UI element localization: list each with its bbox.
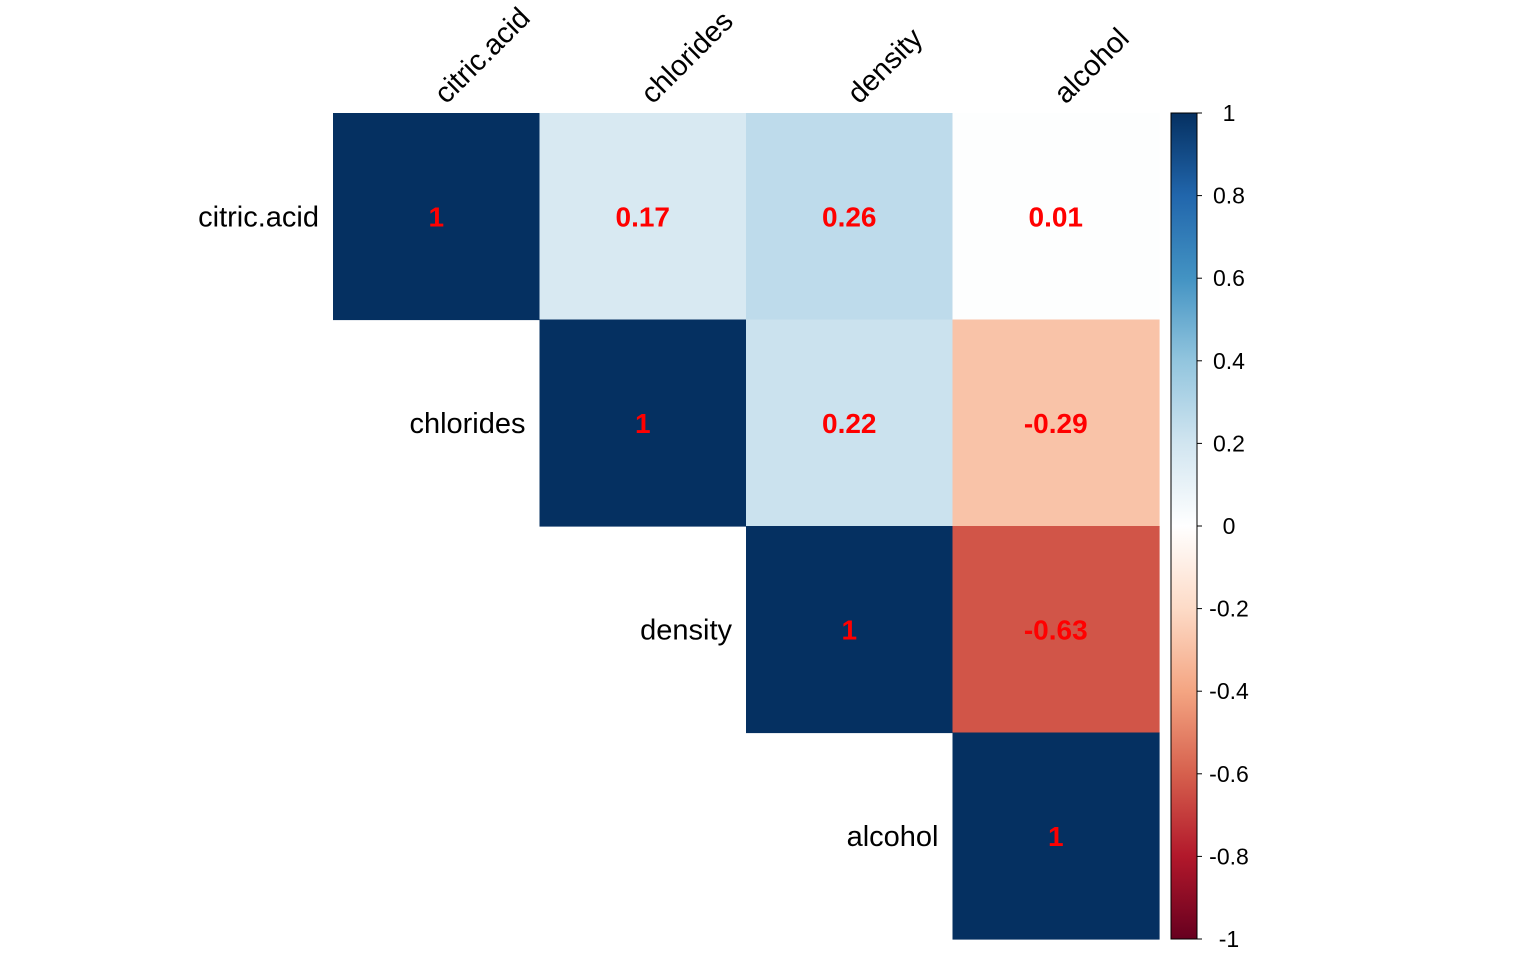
cell-value-density-alcohol: -0.63	[1024, 614, 1088, 645]
color-legend-tick-label: 0.4	[1213, 348, 1245, 374]
cell-value-citric.acid-citric.acid: 1	[428, 201, 444, 232]
row-label-alcohol: alcohol	[847, 821, 939, 853]
row-label-density: density	[640, 614, 732, 646]
color-legend-tick-label: -1	[1219, 926, 1239, 952]
column-label-density: density	[842, 22, 930, 110]
column-label-citric.acid: citric.acid	[429, 2, 537, 110]
color-legend: 1 0.8 0.6 0.4 0.2 0 -0.2 -0.4 -0.6 -0.8 -1	[1170, 100, 1249, 952]
cell-value-labels: 1 0.17 0.26 0.01 1 0.22 -0.29 1 -0.63 1	[428, 201, 1087, 852]
cell-value-citric.acid-chlorides: 0.17	[616, 201, 671, 232]
cell-value-chlorides-density: 0.22	[822, 408, 877, 439]
heatmap-cell-chlorides-alcohol	[952, 319, 1160, 527]
row-label-chlorides: chlorides	[409, 408, 525, 440]
color-legend-tick-label: 0.6	[1213, 265, 1245, 291]
cell-value-citric.acid-density: 0.26	[822, 201, 877, 232]
color-legend-bar	[1170, 112, 1198, 940]
heatmap-cell-density-density	[746, 526, 954, 734]
color-legend-tick-label: -0.8	[1209, 843, 1249, 869]
cell-value-alcohol-alcohol: 1	[1048, 821, 1064, 852]
color-legend-tick-label: 0.2	[1213, 430, 1245, 456]
heatmap-cell-citric.acid-chlorides	[539, 113, 747, 321]
column-labels: citric.acid chlorides density alcohol	[429, 2, 1136, 110]
cell-value-chlorides-alcohol: -0.29	[1024, 408, 1088, 439]
heatmap-cell-density-alcohol	[952, 526, 1160, 734]
column-label-alcohol: alcohol	[1048, 22, 1136, 110]
row-label-citric.acid: citric.acid	[198, 201, 319, 233]
heatmap-cell-citric.acid-alcohol	[952, 113, 1160, 321]
color-legend-tick-label: 1	[1223, 100, 1236, 126]
color-legend-tick-label: -0.4	[1209, 678, 1249, 704]
color-legend-tick-label: -0.6	[1209, 761, 1249, 787]
cell-value-citric.acid-alcohol: 0.01	[1029, 201, 1084, 232]
heatmap-cell-citric.acid-citric.acid	[333, 113, 541, 321]
heatmap-cell-chlorides-density	[746, 319, 954, 527]
cell-value-density-density: 1	[841, 614, 857, 645]
color-legend-tick-label: 0	[1223, 513, 1236, 539]
heatmap-cell-alcohol-alcohol	[952, 732, 1160, 940]
heatmap-cell-chlorides-chlorides	[539, 319, 747, 527]
heatmap-cell-citric.acid-density	[746, 113, 954, 321]
color-legend-tick-label: -0.2	[1209, 596, 1249, 622]
cell-value-chlorides-chlorides: 1	[635, 408, 651, 439]
row-labels: citric.acid chlorides density alcohol	[198, 201, 938, 853]
column-label-chlorides: chlorides	[635, 5, 740, 110]
color-legend-tick-label: 0.8	[1213, 183, 1245, 209]
heatmap-cells	[333, 113, 1160, 940]
